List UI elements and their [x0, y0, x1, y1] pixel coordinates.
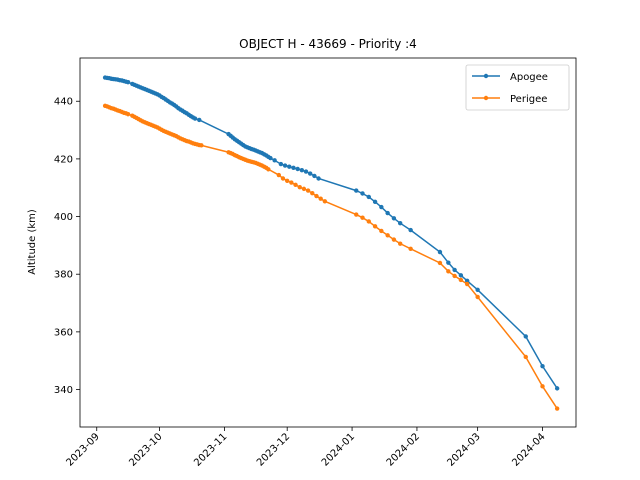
- perigee-point: [385, 233, 390, 238]
- x-tick-label: 2023-12: [255, 431, 292, 468]
- perigee-point: [314, 193, 319, 199]
- perigee-point: [199, 143, 204, 148]
- apogee-point: [268, 155, 273, 161]
- perigee-point: [322, 199, 328, 204]
- perigee-point: [354, 212, 359, 217]
- apogee-point: [554, 386, 560, 391]
- apogee-point: [385, 210, 390, 216]
- apogee-point: [278, 161, 284, 167]
- x-tick-label: 2023-11: [192, 431, 229, 468]
- perigee-point: [523, 354, 528, 360]
- perigee-point: [266, 167, 271, 172]
- perigee-point: [446, 269, 451, 274]
- y-tick-label: 340: [54, 385, 73, 396]
- apogee-point: [308, 171, 313, 176]
- apogee-point: [287, 164, 292, 169]
- apogee-point: [312, 173, 317, 179]
- apogee-point: [282, 163, 288, 168]
- series-layer: [102, 75, 560, 411]
- x-tick-label: 2024-02: [385, 431, 422, 468]
- y-tick-label: 420: [54, 154, 73, 165]
- legend-label-perigee: Perigee: [510, 94, 547, 105]
- perigee-point: [458, 277, 464, 283]
- perigee-point: [284, 178, 290, 184]
- apogee-point: [523, 334, 528, 339]
- y-axis-label: Altitude (km): [27, 209, 38, 275]
- x-tick-label: 2024-01: [320, 431, 357, 468]
- perigee-point: [310, 191, 315, 196]
- perigee-point: [276, 172, 282, 178]
- perigee-point: [297, 184, 302, 190]
- apogee-point: [291, 165, 296, 171]
- y-tick-label: 360: [54, 327, 73, 338]
- apogee-point: [379, 204, 384, 210]
- x-tick-label: 2023-09: [65, 431, 102, 468]
- perigee-point: [391, 237, 397, 242]
- perigee-point: [360, 215, 365, 220]
- apogee-point: [540, 363, 545, 369]
- apogee-point: [197, 117, 202, 123]
- y-tick-label: 440: [54, 97, 73, 108]
- plot-frame: [79, 57, 577, 428]
- legend: Apogee Perigee: [465, 64, 570, 111]
- perigee-point: [452, 273, 457, 279]
- apogee-point: [303, 169, 309, 174]
- y-tick-label: 380: [54, 270, 73, 281]
- x-tick-label: 2024-04: [510, 431, 547, 468]
- plot-area: [79, 57, 577, 428]
- apogee-point: [446, 260, 451, 265]
- apogee-point: [464, 278, 470, 284]
- perigee-point: [379, 228, 384, 234]
- perigee-point: [318, 196, 323, 201]
- apogee-point: [299, 167, 305, 173]
- apogee-point: [366, 194, 372, 200]
- apogee-point: [192, 116, 198, 121]
- apogee-point: [272, 158, 277, 163]
- apogee-point: [408, 227, 413, 233]
- x-axis: 2023-09 2023-10 2023-11 2023-12 2024-01 2024-…: [65, 427, 548, 469]
- perigee-point: [305, 188, 311, 193]
- apogee-point: [316, 176, 321, 181]
- legend-label-apogee: Apogee: [510, 72, 548, 83]
- apogee-point: [295, 166, 300, 172]
- perigee-point: [372, 224, 378, 229]
- legend-marker-perigee: [483, 95, 489, 101]
- perigee-point: [408, 246, 413, 252]
- apogee-point: [458, 273, 464, 278]
- perigee-point: [554, 406, 560, 411]
- chart-title: OBJECT H - 43669 - Priority :4: [239, 37, 417, 51]
- perigee-point: [540, 384, 545, 389]
- y-axis: 340 360 380 400 420 440: [54, 97, 80, 396]
- apogee-point: [354, 188, 359, 193]
- perigee-point: [301, 186, 307, 192]
- apogee-point: [391, 216, 397, 221]
- perigee-point: [366, 219, 372, 224]
- x-tick-label: 2023-10: [127, 431, 164, 468]
- apogee-point: [360, 191, 365, 196]
- perigee-point: [280, 176, 286, 181]
- perigee-point: [125, 112, 131, 117]
- perigee-point: [437, 260, 443, 266]
- plot-background: [80, 58, 576, 427]
- perigee-point: [398, 241, 403, 246]
- perigee-point: [293, 182, 298, 188]
- x-tick-label: 2024-03: [445, 431, 482, 468]
- perigee-point: [464, 281, 470, 287]
- apogee-point: [437, 249, 443, 255]
- perigee-point: [475, 294, 480, 300]
- apogee-point: [125, 80, 131, 85]
- y-tick-label: 400: [54, 212, 73, 223]
- apogee-point: [452, 267, 457, 273]
- legend-marker-apogee: [483, 73, 489, 79]
- apogee-point: [372, 199, 378, 205]
- apogee-point: [398, 220, 403, 226]
- apogee-point: [475, 287, 480, 292]
- perigee-point: [289, 180, 294, 185]
